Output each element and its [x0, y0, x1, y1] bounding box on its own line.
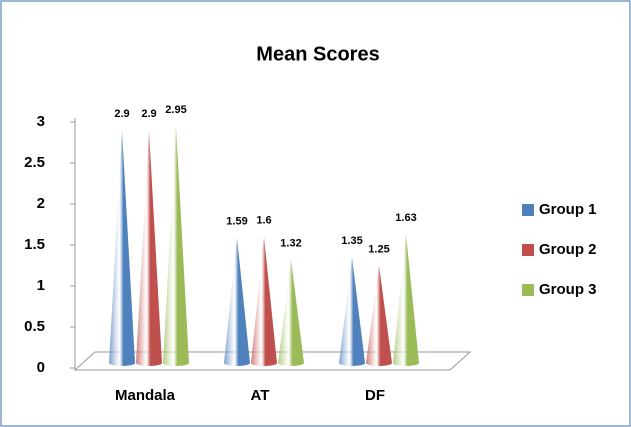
value-label: 2.9	[141, 108, 156, 120]
x-tick-label: Mandala	[115, 387, 176, 404]
chart-title: Mean Scores	[256, 43, 379, 65]
legend-swatch	[522, 244, 534, 256]
legend-label: Group 3	[539, 281, 597, 298]
y-tick-label: 1	[37, 277, 45, 294]
cone	[393, 234, 419, 366]
value-label: 2.9	[114, 108, 129, 120]
legend-swatch	[522, 204, 534, 216]
x-tick-label: DF	[365, 387, 385, 404]
value-label: 2.95	[165, 104, 186, 116]
value-label: 1.63	[395, 212, 416, 224]
value-label: 1.32	[280, 238, 301, 250]
cone	[339, 257, 365, 366]
legend-label: Group 1	[539, 201, 597, 218]
legend-label: Group 2	[539, 241, 597, 258]
value-label: 1.6	[256, 215, 271, 227]
value-label: 1.35	[341, 235, 362, 247]
value-label: 1.25	[368, 243, 389, 255]
cone	[163, 126, 189, 366]
legend-swatch	[522, 284, 534, 296]
y-tick-label: 2	[37, 195, 45, 212]
y-tick-label: 3	[37, 113, 45, 130]
y-tick-label: 0	[37, 359, 45, 376]
value-label: 1.59	[226, 216, 247, 228]
cone	[136, 130, 162, 366]
y-tick-label: 0.5	[24, 318, 45, 335]
cone	[251, 236, 277, 366]
y-tick-label: 1.5	[24, 236, 45, 253]
x-tick-label: AT	[251, 387, 270, 404]
cone	[109, 130, 135, 366]
cone	[366, 265, 392, 366]
cone	[278, 259, 304, 366]
y-tick-label: 2.5	[24, 154, 45, 171]
cone	[224, 237, 250, 366]
